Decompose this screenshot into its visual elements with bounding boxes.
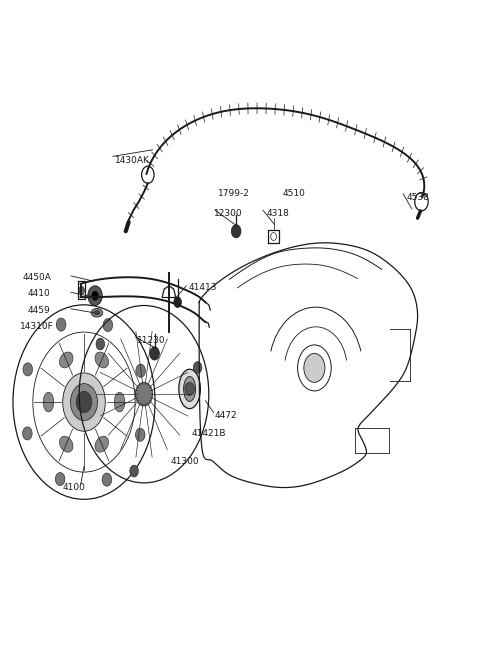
Ellipse shape: [95, 436, 108, 452]
Circle shape: [71, 384, 97, 420]
Text: 4538: 4538: [407, 193, 430, 202]
Text: 41300: 41300: [170, 457, 199, 466]
Circle shape: [135, 382, 153, 406]
Text: 1430AK: 1430AK: [115, 156, 150, 166]
Text: 4410: 4410: [28, 289, 50, 298]
Circle shape: [231, 225, 241, 238]
Ellipse shape: [179, 369, 201, 409]
Text: 4318: 4318: [266, 209, 289, 218]
Ellipse shape: [114, 392, 125, 412]
Text: 1799-2: 1799-2: [218, 189, 250, 198]
Circle shape: [174, 297, 181, 307]
Ellipse shape: [43, 392, 54, 412]
Text: 11230: 11230: [137, 336, 166, 345]
Circle shape: [136, 364, 145, 377]
Circle shape: [135, 428, 145, 442]
Ellipse shape: [184, 376, 196, 401]
Ellipse shape: [91, 308, 103, 317]
Text: 4100: 4100: [62, 483, 85, 492]
Circle shape: [63, 373, 105, 431]
Circle shape: [130, 465, 138, 477]
Circle shape: [102, 473, 112, 486]
Circle shape: [304, 353, 325, 382]
Text: 4450A: 4450A: [23, 273, 52, 282]
Text: 41413: 41413: [188, 283, 216, 292]
Ellipse shape: [60, 352, 73, 368]
Circle shape: [55, 472, 65, 486]
Text: 14310F: 14310F: [20, 322, 54, 331]
Circle shape: [76, 392, 92, 413]
Circle shape: [96, 338, 105, 350]
Circle shape: [193, 361, 202, 373]
Circle shape: [88, 286, 102, 306]
Ellipse shape: [95, 352, 108, 368]
Text: 4510: 4510: [282, 189, 305, 198]
Text: 4459: 4459: [28, 306, 50, 315]
Text: 4472: 4472: [215, 411, 238, 420]
Circle shape: [92, 291, 98, 300]
Circle shape: [23, 363, 33, 376]
Ellipse shape: [94, 311, 100, 315]
Circle shape: [185, 382, 194, 396]
Circle shape: [23, 427, 32, 440]
Ellipse shape: [60, 436, 73, 452]
Circle shape: [56, 318, 66, 331]
Text: 41421B: 41421B: [192, 429, 227, 438]
Circle shape: [103, 319, 113, 332]
Text: 12300: 12300: [214, 209, 242, 218]
Circle shape: [150, 347, 159, 360]
Circle shape: [79, 286, 84, 294]
